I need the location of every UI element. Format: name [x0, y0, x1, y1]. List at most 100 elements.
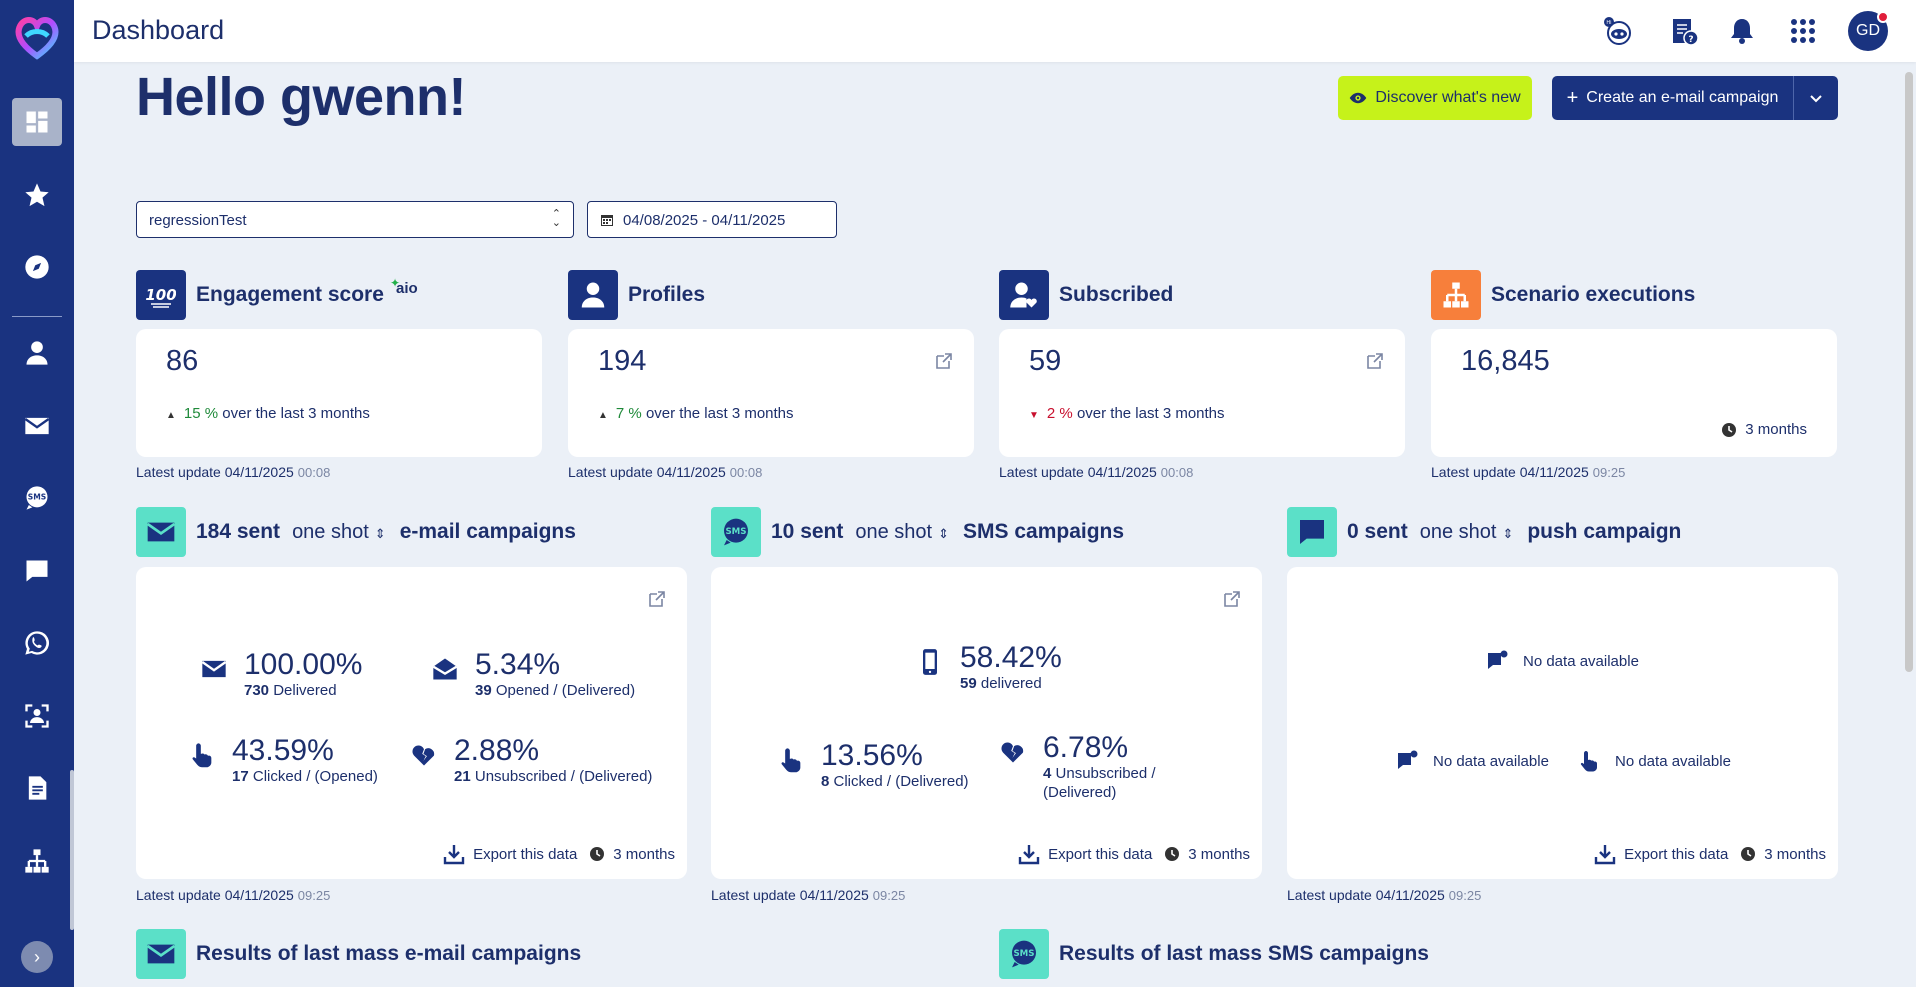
email-period: 3 months: [589, 846, 675, 863]
updated-label: Latest update 04/11/2025: [1287, 887, 1445, 903]
broken-heart-icon: [999, 738, 1029, 768]
sms-sent-count: 10 sent: [771, 520, 844, 543]
unsubscribed-count: 4: [1043, 765, 1052, 782]
sms-kind-label: SMS campaigns: [963, 520, 1125, 543]
date-range-picker[interactable]: 04/08/2025 - 04/11/2025: [587, 201, 837, 238]
sidebar-expand-button[interactable]: ›: [21, 941, 53, 973]
delivered-percent: 100.00%: [244, 648, 363, 681]
database-select[interactable]: regressionTest ⌃ ⌄: [136, 201, 574, 238]
create-campaign-label: Create an e-mail campaign: [1586, 89, 1779, 106]
sidebar-item-dashboard[interactable]: [12, 98, 62, 146]
create-campaign-dropdown[interactable]: [1794, 91, 1838, 105]
sidebar-item-explore[interactable]: [12, 243, 62, 291]
scenario-period: 3 months: [1721, 421, 1807, 438]
sidebar-item-documents[interactable]: [12, 764, 62, 812]
external-link-icon[interactable]: [647, 589, 667, 609]
external-link-icon[interactable]: [1222, 589, 1242, 609]
external-link-icon[interactable]: [1365, 351, 1385, 371]
user-icon: [568, 270, 618, 320]
user-avatar[interactable]: GD: [1848, 11, 1889, 51]
download-icon: [443, 845, 465, 865]
trend-percent: 15 %: [183, 405, 219, 422]
pointer-hand-icon: [777, 746, 807, 776]
email-clicked-metric: 43.59% 17 Clicked / (Opened): [188, 735, 378, 786]
trend-text: over the last 3 months: [1076, 405, 1225, 422]
email-card-footer: Export this data 3 months: [443, 843, 675, 865]
sidebar-item-whatsapp[interactable]: [12, 619, 62, 667]
bell-icon: [1731, 19, 1753, 44]
push-period: 3 months: [1740, 846, 1826, 863]
updated-time: 00:08: [729, 465, 763, 480]
email-kind-label: e-mail campaigns: [399, 520, 576, 543]
apps-button[interactable]: [1784, 12, 1822, 50]
profiles-updated: Latest update 04/11/2025 00:08: [568, 464, 762, 480]
up-down-arrows-icon: ⇕: [374, 525, 386, 541]
envelope-icon: [200, 655, 230, 685]
export-data-button[interactable]: Export this data: [1594, 843, 1728, 865]
compass-icon: [25, 255, 49, 279]
external-link-icon[interactable]: [934, 351, 954, 371]
sms-campaigns-card: 58.42% 59 delivered 13.56% 8 Clicked / (…: [711, 567, 1262, 879]
discover-whats-new-button[interactable]: Discover what's new: [1338, 76, 1532, 120]
notifications-button[interactable]: [1723, 12, 1761, 50]
app-logo-icon[interactable]: [10, 10, 64, 64]
updated-time: 00:08: [1160, 465, 1194, 480]
sms-icon: SMS: [999, 929, 1049, 979]
email-campaigns-card: 100.00% 730 Delivered 5.34% 39 Opened / …: [136, 567, 687, 879]
sidebar-item-scenarios[interactable]: [12, 837, 62, 885]
sms-unsubscribed-metric: 6.78% 4 Unsubscribed / (Delivered): [999, 732, 1156, 802]
export-data-button[interactable]: Export this data: [1018, 843, 1152, 865]
sidebar-item-sms[interactable]: SMS: [12, 474, 62, 522]
envelope-icon: [24, 417, 50, 435]
push-campaign-header: 0 sent one shot ⇕ push campaign: [1287, 507, 1681, 557]
no-data-text: No data available: [1433, 752, 1549, 770]
email-campaigns-updated: Latest update 04/11/2025 09:25: [136, 887, 330, 903]
period-text: 3 months: [1188, 845, 1250, 863]
unsubscribed-label: Unsubscribed / (Delivered): [474, 768, 653, 785]
sidebar-item-profiles[interactable]: [12, 329, 62, 377]
sidebar-divider: [12, 316, 62, 317]
sidebar: SMS ›: [0, 0, 74, 987]
push-nodata-main: No data available: [1485, 649, 1639, 673]
updated-label: Latest update 04/11/2025: [136, 464, 294, 480]
sidebar-item-audiences[interactable]: [12, 692, 62, 740]
download-icon: [1594, 845, 1616, 865]
svg-text:?: ?: [1688, 35, 1693, 45]
email-delivered-metric: 100.00% 730 Delivered: [200, 649, 362, 700]
email-opened-metric: 5.34% 39 Opened / (Delivered): [431, 649, 635, 700]
hierarchy-icon: [1431, 270, 1481, 320]
profiles-header: Profiles: [568, 270, 705, 320]
sidebar-item-email[interactable]: [12, 402, 62, 450]
star-icon: [25, 183, 49, 207]
export-label: Export this data: [473, 845, 578, 863]
export-data-button[interactable]: Export this data: [443, 843, 577, 865]
updated-time: 09:25: [297, 888, 331, 903]
chat-bubble-icon: [1287, 507, 1337, 557]
help-button[interactable]: ?: [1665, 12, 1703, 50]
open-envelope-icon: [431, 655, 461, 685]
scrollbar-thumb[interactable]: [1905, 72, 1913, 672]
push-mode-value: one shot: [1419, 520, 1497, 543]
sidebar-item-favorites[interactable]: [12, 171, 62, 219]
sms-results-title: Results of last mass SMS campaigns: [1059, 942, 1429, 965]
push-mode-select[interactable]: one shot ⇕: [1420, 521, 1514, 544]
assistant-button[interactable]: Hi: [1598, 12, 1636, 50]
page-scrollbar[interactable]: [1904, 62, 1914, 987]
apps-grid-icon: [1791, 19, 1815, 43]
subscribed-label: Subscribed: [1059, 283, 1174, 306]
period-text: 3 months: [613, 845, 675, 863]
envelope-icon: [136, 929, 186, 979]
sms-mode-select[interactable]: one shot ⇕: [855, 521, 949, 544]
create-campaign-main[interactable]: + Create an e-mail campaign: [1552, 76, 1794, 120]
engagement-score-updated: Latest update 04/11/2025 00:08: [136, 464, 330, 480]
sidebar-scrollbar[interactable]: [70, 770, 74, 930]
svg-text:Hi: Hi: [1606, 20, 1611, 26]
aio-badge-text: aio: [396, 280, 418, 297]
email-mode-select[interactable]: one shot ⇕: [292, 521, 386, 544]
create-email-campaign-button[interactable]: + Create an e-mail campaign: [1552, 76, 1838, 120]
download-icon: [1018, 845, 1040, 865]
triangle-down-icon: ▼: [1029, 410, 1039, 421]
updated-time: 00:08: [297, 465, 331, 480]
sidebar-item-push[interactable]: [12, 547, 62, 595]
email-sent-count: 184 sent: [196, 520, 281, 543]
